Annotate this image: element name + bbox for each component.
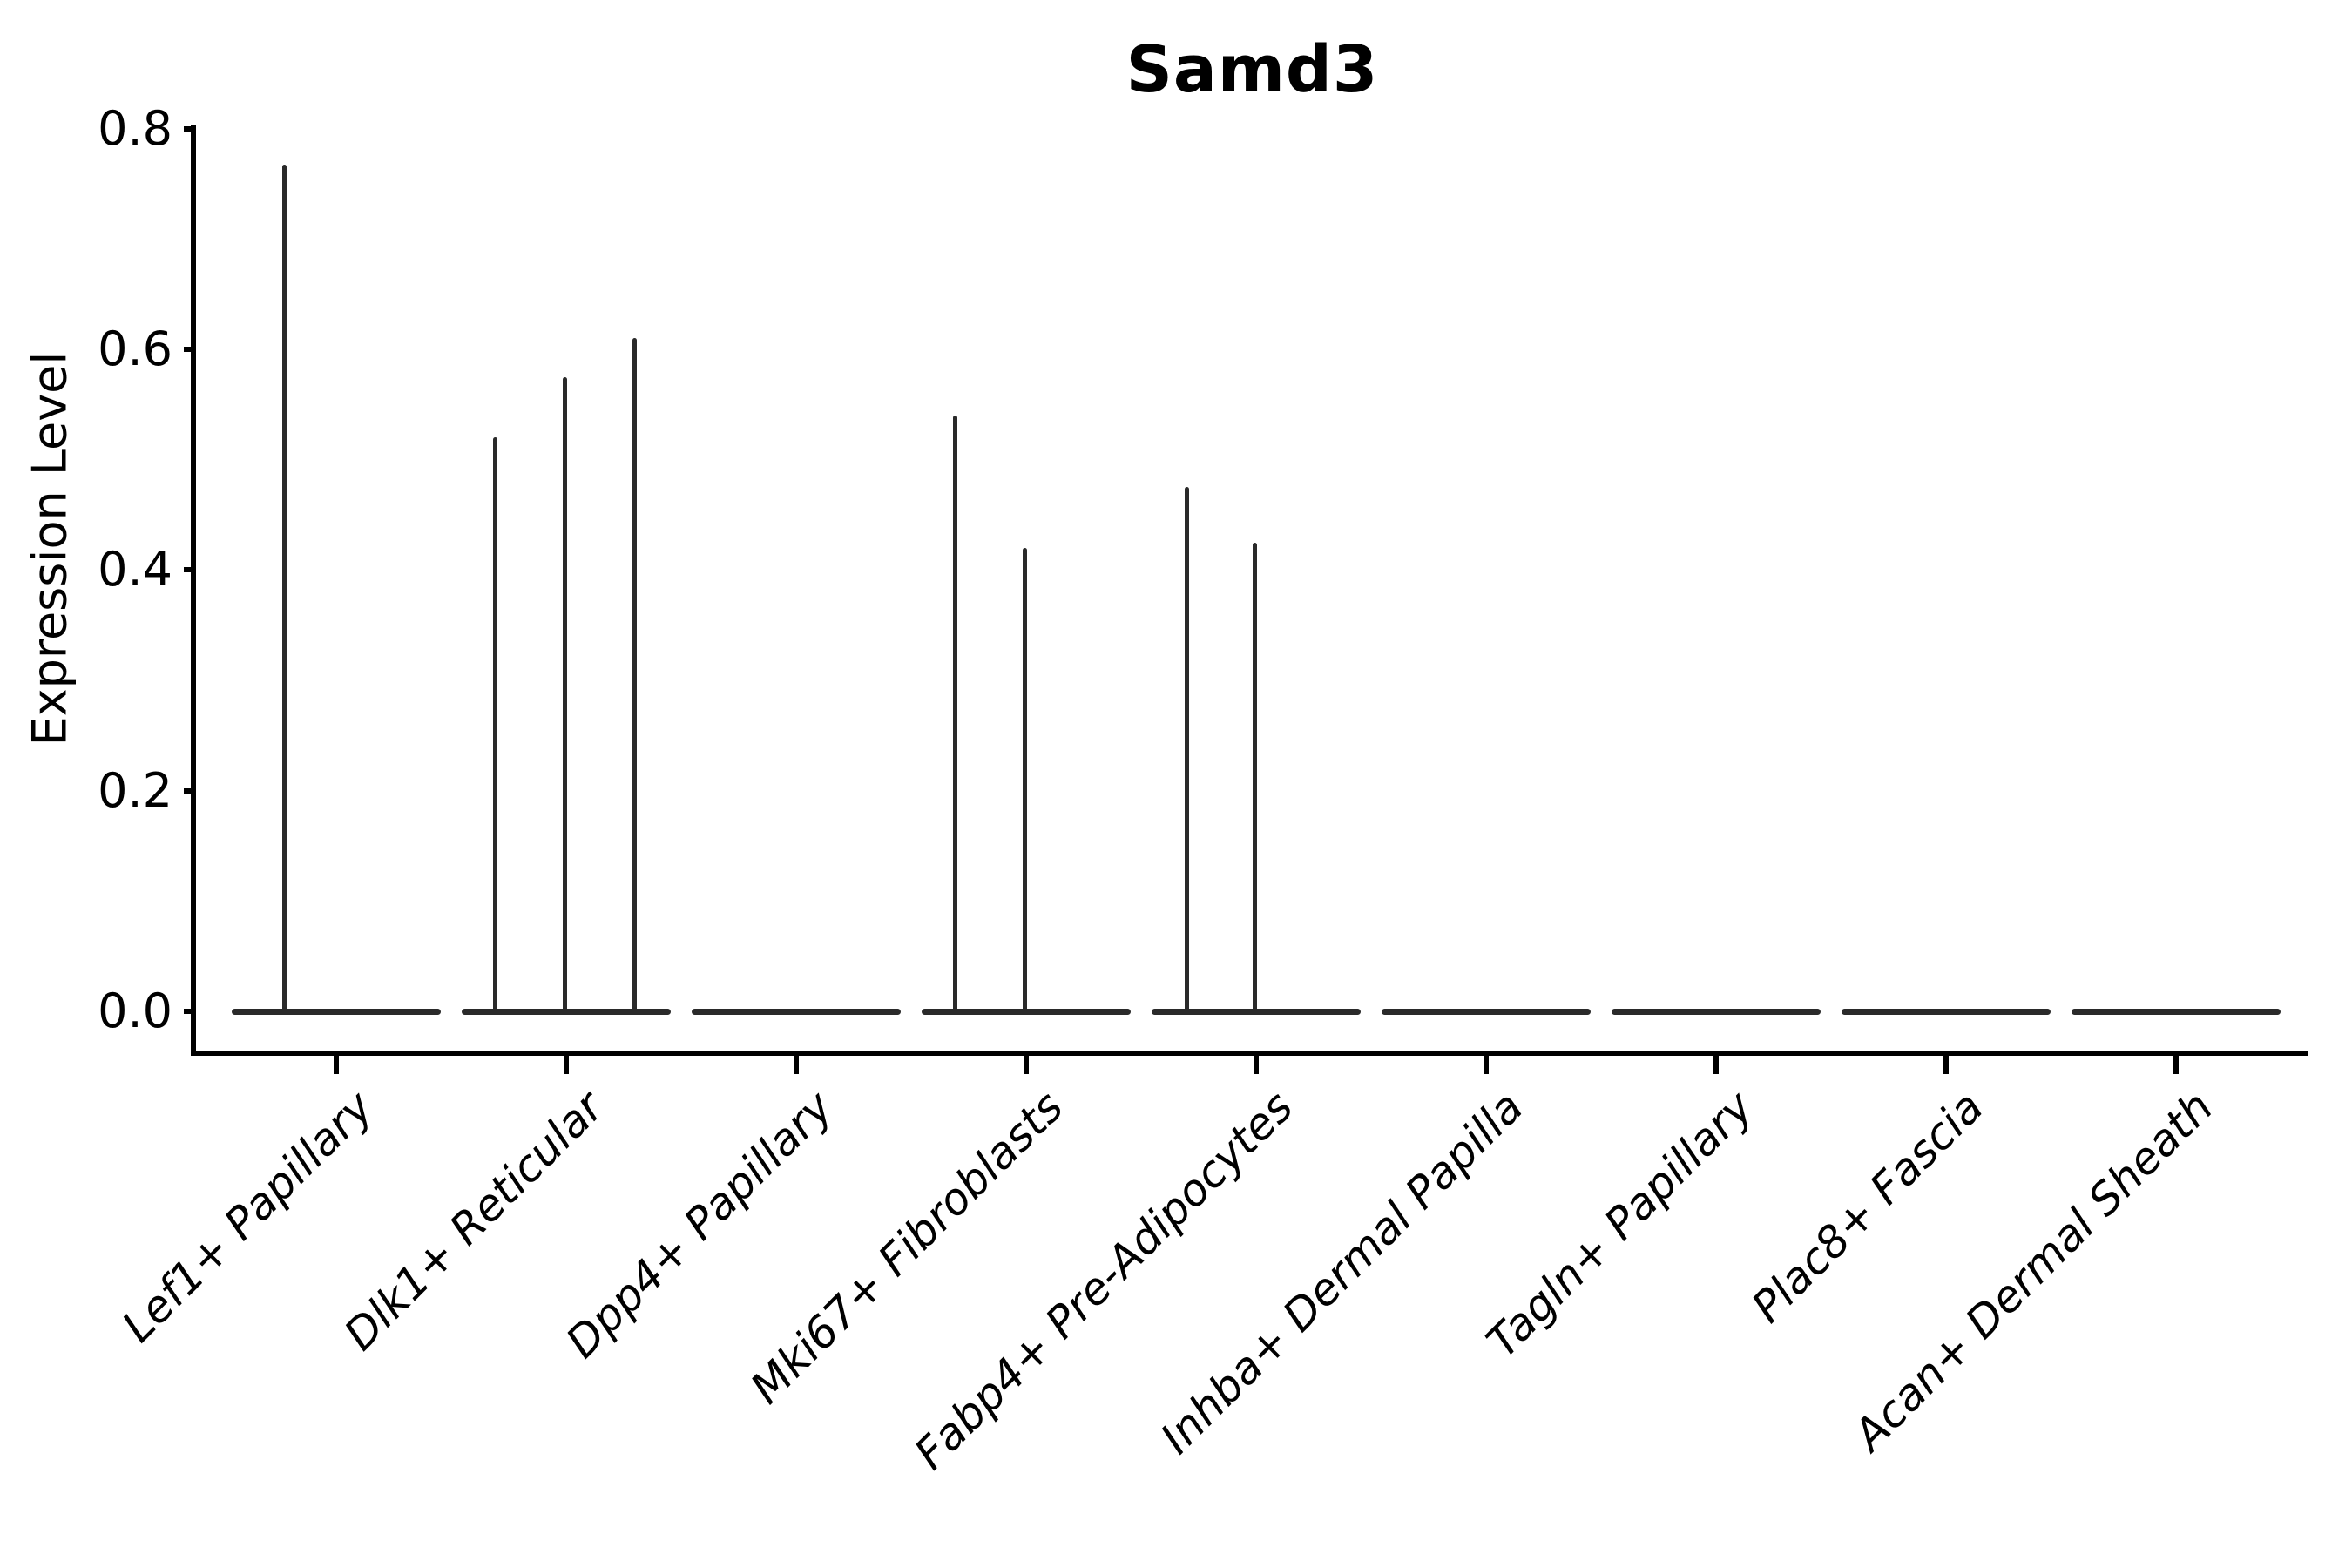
x-category-label: Plac8+ Fascia <box>1741 1081 1993 1333</box>
violin-spike <box>562 376 567 1011</box>
violin-base <box>462 1008 671 1015</box>
violin-spike <box>632 338 637 1011</box>
x-tick <box>2173 1053 2179 1074</box>
x-axis-line <box>191 1051 2308 1056</box>
violin-spike <box>1022 547 1027 1011</box>
violin-base <box>2072 1008 2281 1015</box>
plot-title: Samd3 <box>1125 32 1379 107</box>
violin-base <box>1842 1008 2051 1015</box>
x-tick <box>334 1053 339 1074</box>
x-tick <box>1024 1053 1029 1074</box>
violin-base <box>232 1008 441 1015</box>
violin-base <box>692 1008 901 1015</box>
violin-base <box>1152 1008 1361 1015</box>
y-tick <box>184 125 196 132</box>
y-tick-label: 0.6 <box>98 321 172 376</box>
x-tick <box>1943 1053 1949 1074</box>
y-axis-line <box>191 125 196 1053</box>
y-tick-label: 0.0 <box>98 983 172 1038</box>
violin-spike <box>952 415 957 1011</box>
y-tick-label: 0.4 <box>98 542 172 598</box>
x-tick <box>1254 1053 1259 1074</box>
violin-spike <box>281 165 287 1011</box>
x-tick <box>1484 1053 1489 1074</box>
violin-base <box>1612 1008 1821 1015</box>
violin-base <box>922 1008 1131 1015</box>
y-tick <box>184 787 196 794</box>
violin-spike <box>1252 542 1257 1011</box>
y-tick-label: 0.8 <box>98 100 172 156</box>
x-category-label: Fabp4+ Pre-Adipocytes <box>905 1081 1303 1480</box>
violin-base <box>1382 1008 1591 1015</box>
y-tick <box>184 1009 196 1014</box>
y-tick <box>184 567 196 573</box>
violin-spike <box>492 437 497 1011</box>
x-tick <box>564 1053 569 1074</box>
violin-spike <box>1184 487 1189 1011</box>
x-category-label: Lef1+ Papillary <box>112 1081 383 1352</box>
x-tick <box>794 1053 799 1074</box>
y-tick <box>184 346 196 352</box>
y-tick-label: 0.2 <box>98 762 172 818</box>
x-tick <box>1713 1053 1719 1074</box>
